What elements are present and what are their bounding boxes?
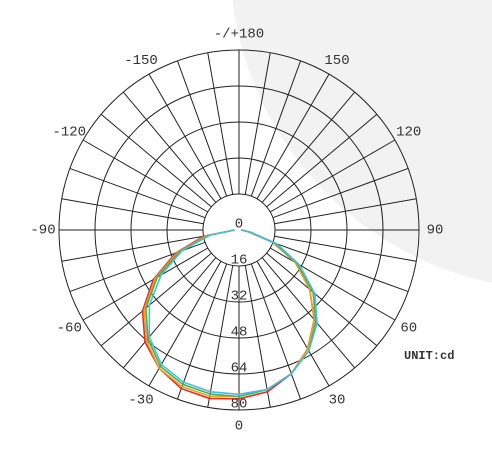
- r-tick-label: 64: [231, 361, 248, 377]
- angle-tick-label: 120: [396, 125, 421, 141]
- angle-tick-label: -120: [52, 125, 86, 141]
- curve: [148, 229, 318, 396]
- ring: [130, 121, 348, 339]
- unit-label: UNIT:cd: [404, 349, 454, 363]
- angle-tick-label: -60: [57, 321, 82, 337]
- r-tick-label: 16: [231, 253, 248, 269]
- r-tick-label: 32: [231, 289, 248, 305]
- angle-tick-label: 0: [235, 419, 243, 435]
- angle-tick-label: -/+180: [214, 27, 264, 43]
- angle-tick-label: 60: [400, 321, 417, 337]
- angle-tick-label: -90: [30, 223, 55, 239]
- r-tick-label: 80: [231, 397, 248, 413]
- angle-tick-label: 150: [324, 53, 349, 69]
- r-tick-label: 0: [235, 217, 243, 233]
- ring: [166, 157, 312, 303]
- r-tick-label: 48: [231, 325, 248, 341]
- ring: [94, 85, 384, 375]
- angle-tick-label: -30: [128, 392, 153, 408]
- angle-tick-label: 30: [329, 392, 346, 408]
- angle-tick-label: -150: [124, 53, 158, 69]
- ring: [202, 193, 276, 267]
- ring: [58, 49, 420, 411]
- angle-tick-label: 90: [427, 223, 444, 239]
